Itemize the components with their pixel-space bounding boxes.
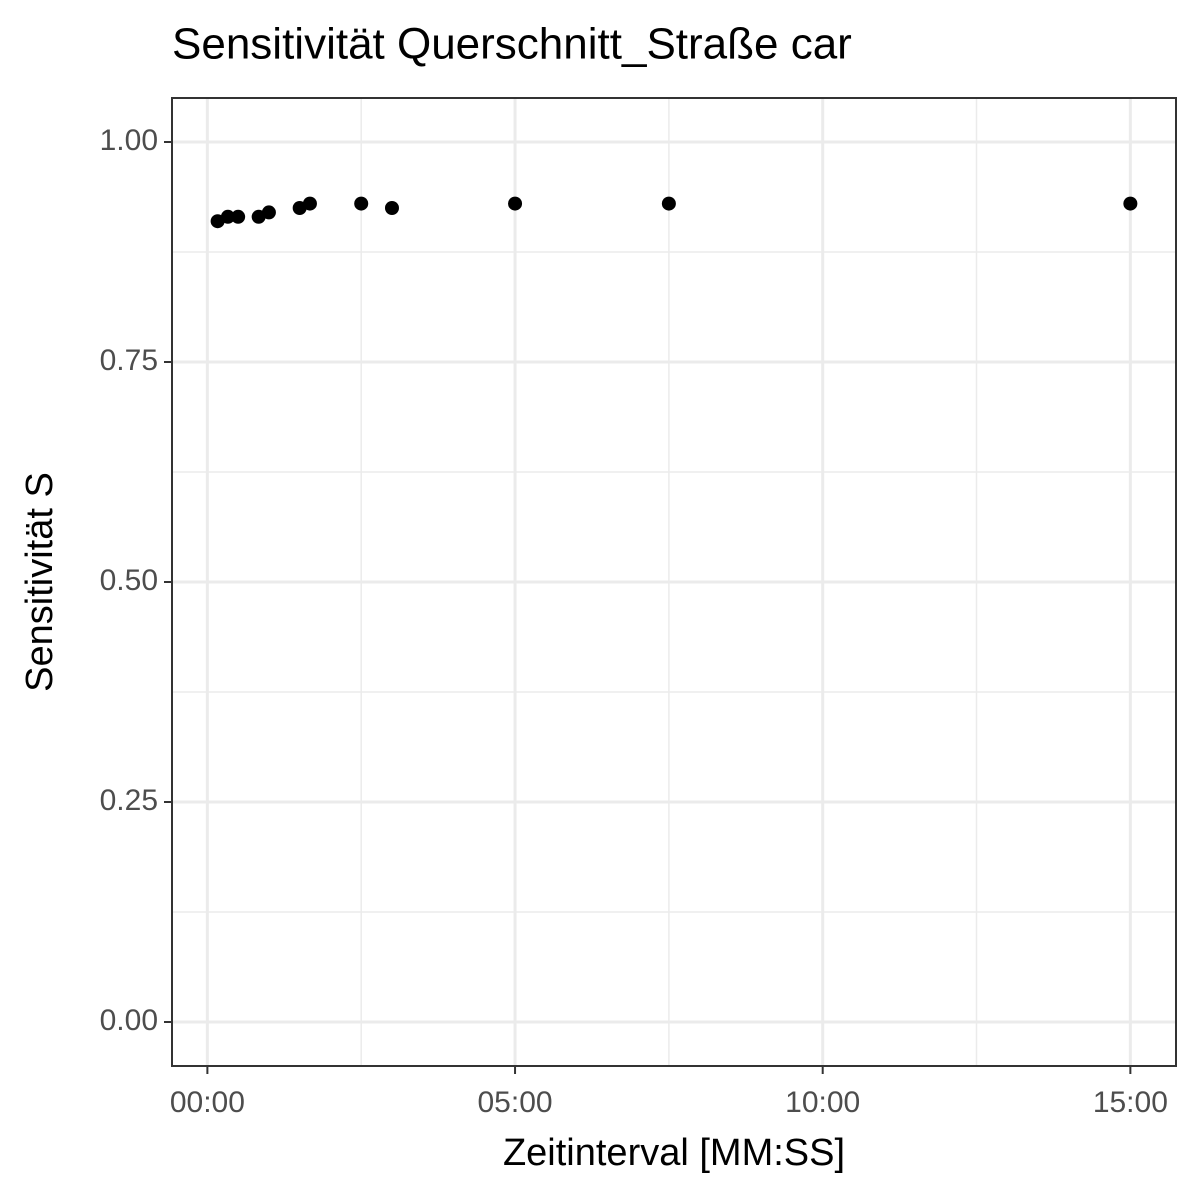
panel-border (171, 97, 1177, 1067)
x-tick-label: 10:00 (785, 1086, 860, 1119)
x-tick-label: 05:00 (478, 1086, 553, 1119)
y-axis-title: Sensitivität S (19, 472, 61, 692)
x-tick-label: 00:00 (170, 1086, 245, 1119)
point (384, 201, 399, 215)
point (231, 209, 246, 224)
chart-title: Sensitivität Querschnitt_Straße car (172, 20, 852, 69)
point (302, 196, 317, 211)
point (261, 205, 276, 220)
y-tick-label: 0.25 (100, 784, 158, 817)
point (508, 196, 523, 211)
point (1123, 196, 1138, 211)
x-axis-title: Zeitinterval [MM:SS] (503, 1132, 845, 1174)
x-tick-label: 15:00 (1093, 1086, 1168, 1119)
point (354, 196, 369, 211)
point (220, 209, 235, 224)
y-tick-label: 0.75 (100, 344, 158, 377)
point (661, 196, 676, 211)
y-tick-label: 1.00 (100, 124, 158, 157)
y-tick-label: 0.50 (100, 564, 158, 597)
y-tick-label: 0.00 (100, 1004, 158, 1037)
